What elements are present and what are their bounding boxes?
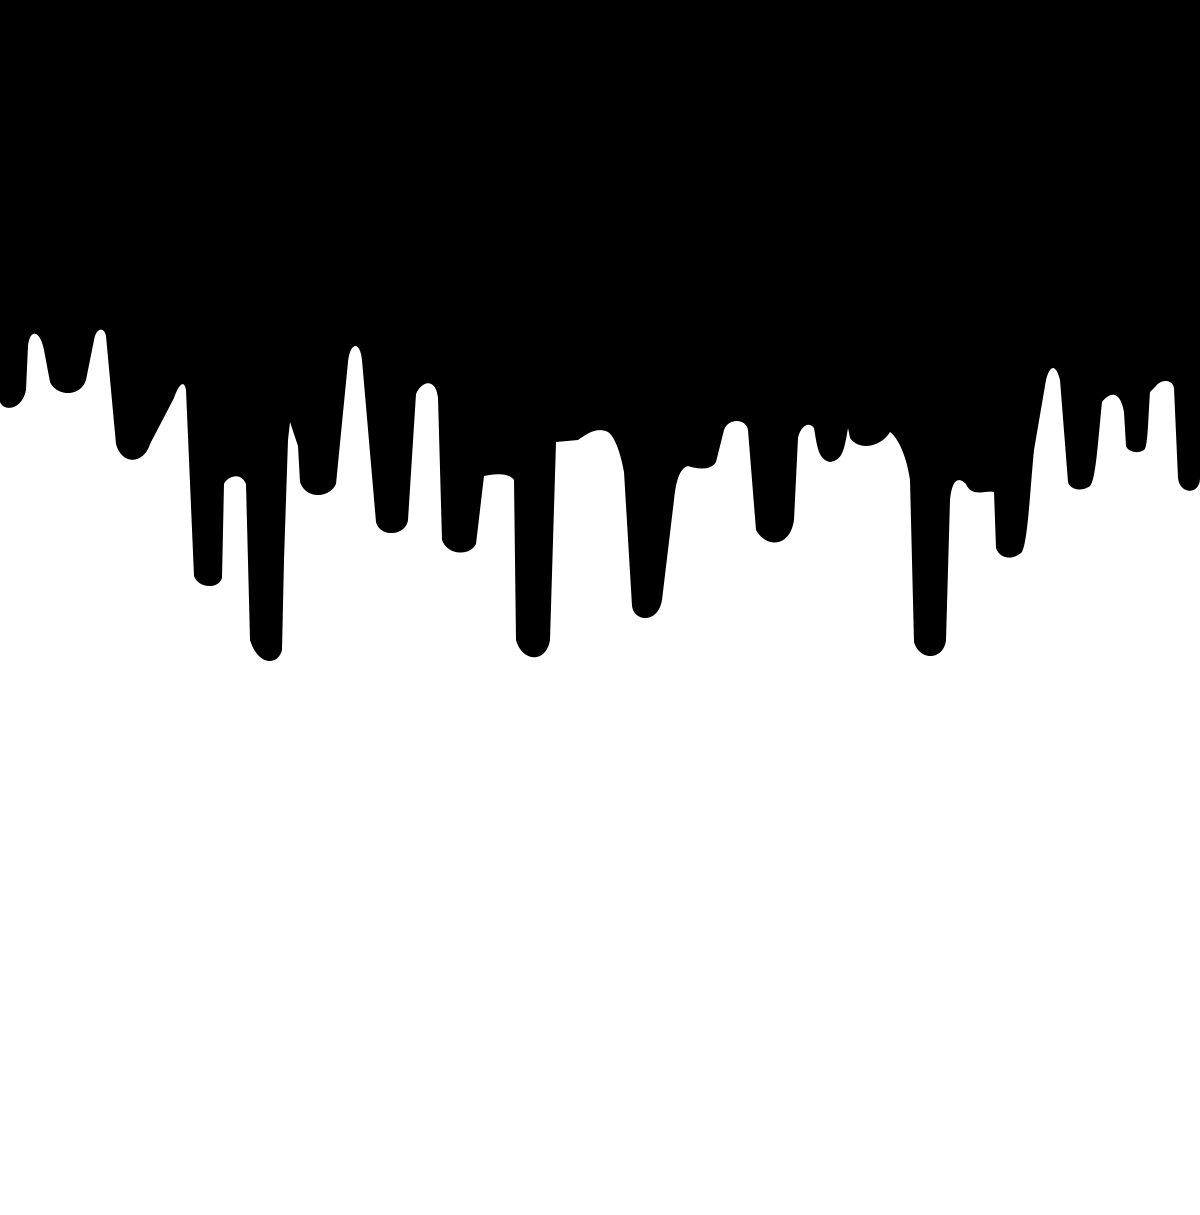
black-paint-drip-shape bbox=[0, 0, 1200, 661]
